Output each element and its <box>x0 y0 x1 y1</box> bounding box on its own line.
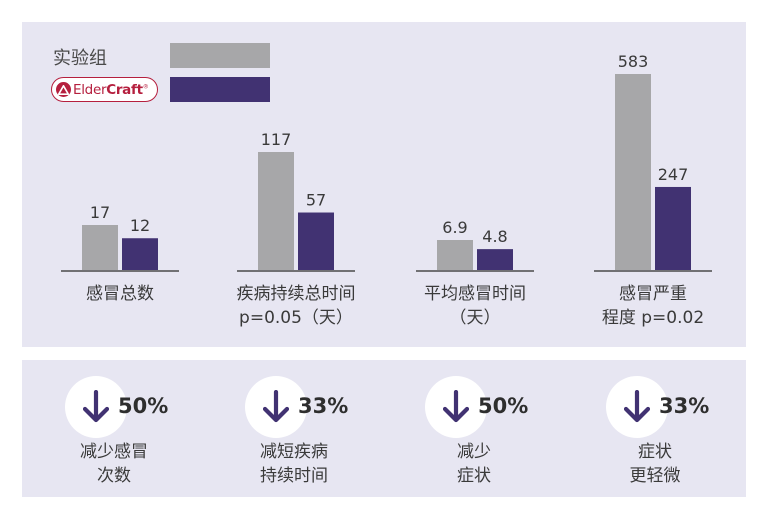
bar-product-3 <box>655 186 691 270</box>
arrow-down-icon <box>263 390 289 423</box>
bar-value-label: 17 <box>90 203 110 222</box>
brand-logo-icon <box>56 82 71 97</box>
stat-label: 减少感冒 次数 <box>80 442 148 486</box>
brand-logo-text: ElderCraft® <box>73 81 149 98</box>
legend-control-label: 实验组 <box>53 48 107 69</box>
category-label: 平均感冒时间 （天） <box>424 284 526 328</box>
bar-control-2 <box>437 240 473 270</box>
stat-percent: 33% <box>298 394 349 418</box>
category-label: 疾病持续总时间 p=0.05（天） <box>236 284 356 328</box>
category-label: 感冒严重 程度 p=0.02 <box>601 284 705 328</box>
legend-control-swatch <box>170 43 270 68</box>
bar-product-2 <box>477 249 513 270</box>
stat-percent: 50% <box>118 394 169 418</box>
stat-icon-circle <box>245 376 307 438</box>
stat-percent: 50% <box>478 394 529 418</box>
bar-product-1 <box>298 212 334 270</box>
stat-label: 症状 更轻微 <box>629 442 681 486</box>
bar-value-label: 4.8 <box>482 227 507 246</box>
bar-value-label: 117 <box>261 130 292 149</box>
category-label: 感冒总数 <box>86 284 154 304</box>
bar-value-label: 6.9 <box>442 218 467 237</box>
brand-logo: ElderCraft® <box>51 77 158 102</box>
bar-value-label: 247 <box>658 165 689 184</box>
stat-percent: 33% <box>659 394 710 418</box>
stat-label: 减短疾病 持续时间 <box>260 442 328 486</box>
stat-label: 减少 症状 <box>457 442 491 486</box>
stat-icon-circle <box>606 376 668 438</box>
bar-value-label: 583 <box>618 52 649 71</box>
bar-control-0 <box>82 225 118 270</box>
stat-icon-circle <box>65 376 127 438</box>
arrow-down-icon <box>443 390 469 423</box>
bar-control-3 <box>615 74 651 270</box>
arrow-down-icon <box>83 390 109 423</box>
bar-product-0 <box>122 238 158 270</box>
bar-value-label: 57 <box>306 191 326 210</box>
legend-product-swatch <box>170 77 270 102</box>
stat-icon-circle <box>425 376 487 438</box>
bar-value-label: 12 <box>130 216 150 235</box>
arrow-down-icon <box>624 390 650 423</box>
bar-control-1 <box>258 152 294 270</box>
